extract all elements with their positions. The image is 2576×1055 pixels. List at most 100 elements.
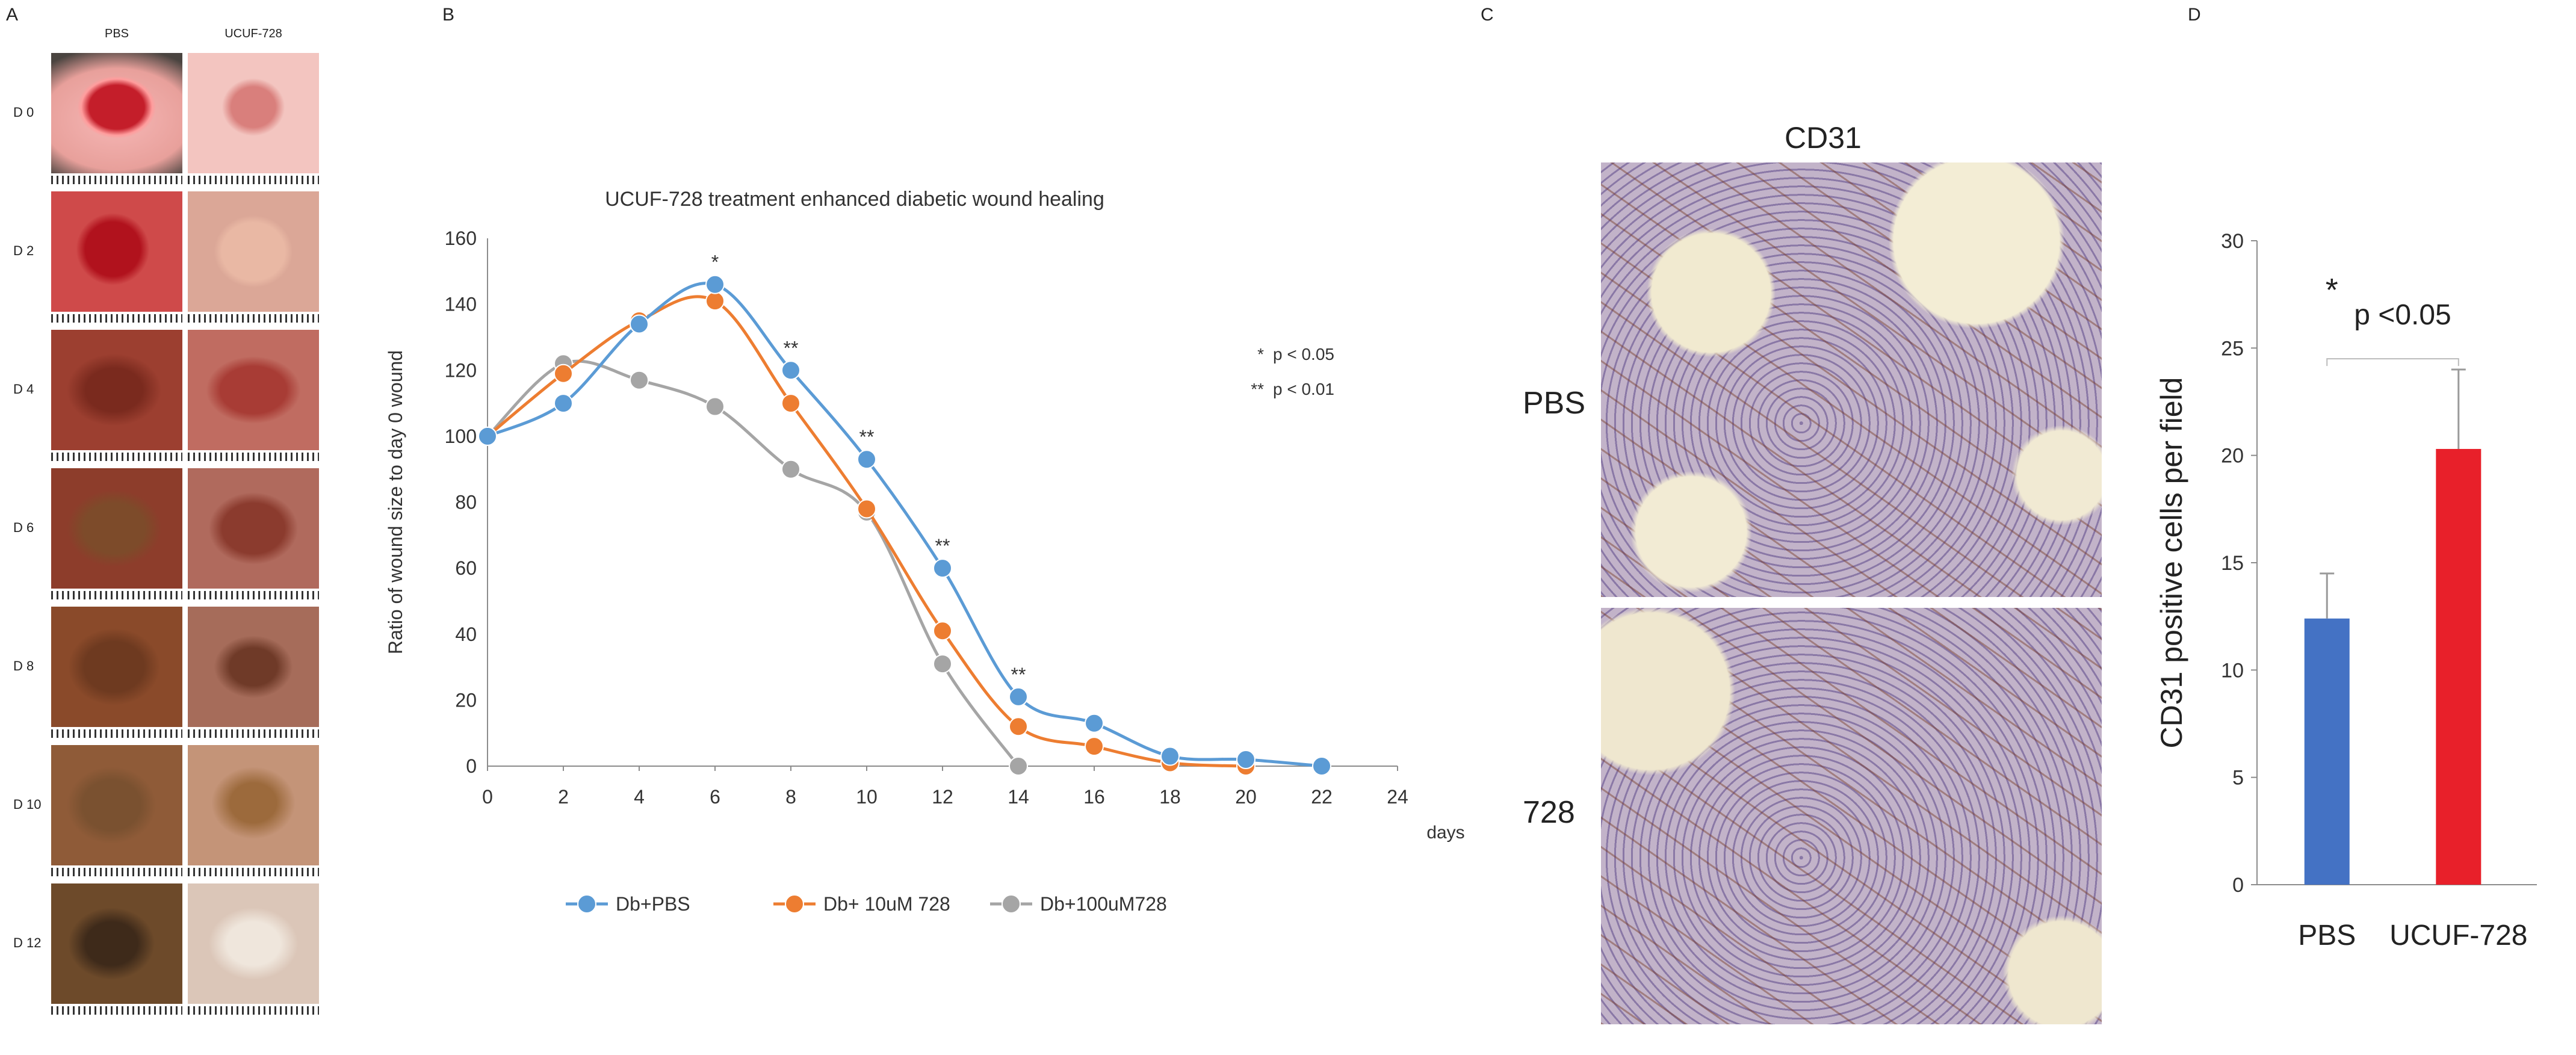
y-tick-label: 140 <box>445 294 477 315</box>
ruler-1-0 <box>51 314 182 323</box>
y-tick-label: 80 <box>455 492 477 513</box>
significance-star: * <box>2326 272 2338 308</box>
data-point-db-100um728 <box>933 654 952 674</box>
chart-b-title: UCUF-728 treatment enhanced diabetic wou… <box>605 188 1104 211</box>
row-label-day-0: D 0 <box>13 105 34 120</box>
ruler-6-1 <box>188 1006 319 1015</box>
bar-chart-cd31: 0 5 10 15 20 25 30 CD31 positive cells per fiel… <box>2155 230 2537 951</box>
wound-photo-pbs-3 <box>51 468 182 589</box>
x-tick-label: 6 <box>710 786 720 808</box>
ruler-4-0 <box>51 729 182 738</box>
data-point-db-10um-728 <box>781 394 800 413</box>
y-tick-label: 25 <box>2221 337 2244 360</box>
row-label-day-5: D 10 <box>13 797 42 812</box>
data-point-db-100um728 <box>1009 756 1028 776</box>
significance-annotation: ** <box>1011 664 1026 685</box>
row-label-day-3: D 6 <box>13 520 34 535</box>
legend-marker-db-10um-728 <box>785 894 804 914</box>
ruler-2-0 <box>51 453 182 461</box>
significance-annotation: ** <box>935 535 950 557</box>
data-point-db-pbs <box>630 314 649 334</box>
significance-key-mark: ** <box>1251 380 1264 398</box>
ruler-0-1 <box>188 176 319 184</box>
y-tick-label: 10 <box>2221 659 2244 682</box>
significance-annotation: ** <box>784 337 799 359</box>
panel-d-letter: D <box>2188 5 2201 25</box>
cd31-stain-image-pbs <box>1601 162 2102 597</box>
wound-photo-ucuf-728-6 <box>188 883 319 1004</box>
ruler-4-1 <box>188 729 319 738</box>
category-label-ucuf-728: UCUF-728 <box>2389 920 2527 951</box>
legend-label-db-100um728: Db+100uM728 <box>1040 893 1167 915</box>
wound-photo-ucuf-728-5 <box>188 745 319 865</box>
ruler-1-1 <box>188 314 319 323</box>
y-tick-label: 40 <box>455 623 477 645</box>
x-tick-label: 4 <box>634 786 645 808</box>
legend-label-db-10um-728: Db+ 10uM 728 <box>823 893 950 915</box>
data-point-db-10um-728 <box>933 621 952 641</box>
y-tick-label: 0 <box>2232 874 2244 897</box>
wound-photo-ucuf-728-4 <box>188 607 319 727</box>
wound-photo-pbs-6 <box>51 883 182 1004</box>
data-point-db-pbs <box>1009 687 1028 707</box>
wound-photo-ucuf-728-0 <box>188 53 319 173</box>
wound-photo-pbs-1 <box>51 191 182 312</box>
x-tick-label: 2 <box>558 786 569 808</box>
data-point-db-10um-728 <box>554 364 573 383</box>
category-label-pbs: PBS <box>2298 920 2356 951</box>
significance-bracket <box>2326 358 2459 367</box>
ruler-3-0 <box>51 591 182 599</box>
x-tick-label: 22 <box>1311 786 1333 808</box>
y-tick-label: 15 <box>2221 552 2244 575</box>
data-point-db-10um-728 <box>1085 737 1104 756</box>
wound-photo-ucuf-728-1 <box>188 191 319 312</box>
y-tick-label: 60 <box>455 557 477 579</box>
data-point-db-pbs <box>781 360 800 380</box>
ruler-2-1 <box>188 453 319 461</box>
cd31-stain-image-728 <box>1601 608 2102 1024</box>
y-tick-label: 100 <box>445 425 477 447</box>
y-tick-label: 120 <box>445 359 477 381</box>
x-axis-label: days <box>1426 823 1464 843</box>
data-point-db-pbs <box>1085 713 1104 733</box>
data-point-db-pbs <box>1160 746 1180 766</box>
y-tick-label: 0 <box>466 755 477 777</box>
data-point-db-pbs <box>478 426 497 446</box>
significance-text: p <0.05 <box>2354 299 2451 331</box>
wound-photo-pbs-2 <box>51 330 182 450</box>
data-point-db-10um-728 <box>1009 717 1028 737</box>
panel-c-title: CD31 <box>1785 121 1862 155</box>
data-point-db-pbs <box>705 274 725 294</box>
y-axis-label: CD31 positive cells per field <box>2155 377 2188 749</box>
data-point-db-10um-728 <box>857 499 876 519</box>
ruler-3-1 <box>188 591 319 599</box>
significance-annotation: ** <box>859 426 875 448</box>
row-label-day-4: D 8 <box>13 658 34 673</box>
significance-key-text: p < 0.05 <box>1273 345 1334 364</box>
data-point-db-pbs <box>1312 756 1331 776</box>
x-tick-label: 18 <box>1159 786 1181 808</box>
ruler-0-0 <box>51 176 182 184</box>
x-tick-label: 12 <box>932 786 953 808</box>
wound-photo-pbs-0 <box>51 53 182 173</box>
wound-photo-pbs-4 <box>51 607 182 727</box>
row-label-day-2: D 4 <box>13 382 34 397</box>
column-label-ucuf-728: UCUF-728 <box>224 27 282 40</box>
data-point-db-100um728 <box>781 459 800 479</box>
bar-ucuf-728 <box>2436 448 2482 885</box>
data-point-db-pbs <box>1236 750 1255 770</box>
data-point-db-100um728 <box>705 397 725 416</box>
data-point-db-pbs <box>554 394 573 413</box>
y-tick-label: 20 <box>2221 445 2244 468</box>
wound-photo-ucuf-728-3 <box>188 468 319 589</box>
column-label-pbs: PBS <box>104 27 129 40</box>
x-tick-label: 10 <box>856 786 878 808</box>
x-tick-label: 14 <box>1008 786 1029 808</box>
legend-label-db-pbs: Db+PBS <box>616 893 690 915</box>
y-tick-label: 5 <box>2232 767 2244 790</box>
x-tick-label: 16 <box>1083 786 1105 808</box>
y-tick-label: 20 <box>455 689 477 711</box>
y-axis-label: Ratio of wound size to day 0 wound <box>385 350 406 654</box>
data-point-db-pbs <box>933 558 952 578</box>
x-tick-label: 20 <box>1235 786 1257 808</box>
